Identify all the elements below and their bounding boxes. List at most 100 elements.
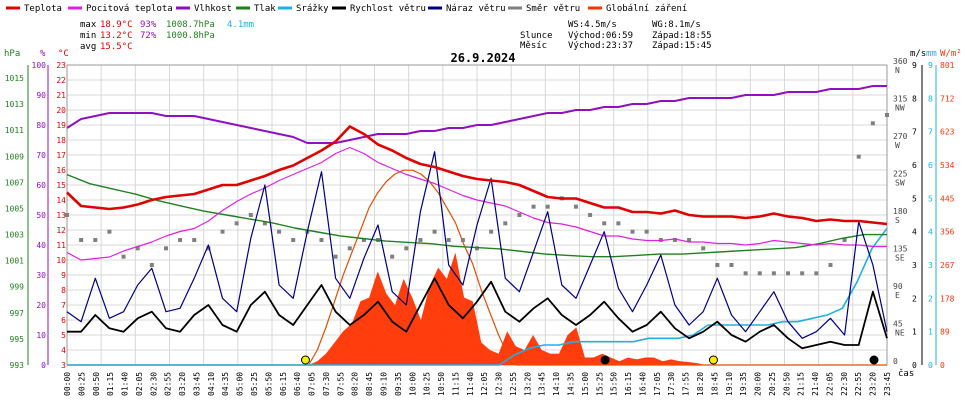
tick-c: 15	[56, 181, 66, 190]
tick-mm: 1	[928, 328, 933, 337]
series-direction-point	[277, 229, 282, 234]
tick-time: 07:30	[322, 372, 331, 396]
series-direction-point	[517, 213, 522, 217]
series-direction-point	[672, 238, 677, 242]
tick-c: 12	[56, 226, 66, 235]
stat-min-label: min	[80, 31, 96, 41]
tick-mm: 2	[928, 294, 933, 303]
axis-units: hPa % °C m/s mm W/m² čas	[4, 49, 962, 379]
tick-dir-name: NW	[895, 104, 905, 113]
series-direction-point	[573, 204, 578, 209]
info-moon-label: Měsíc	[520, 41, 547, 51]
stat-min-pres: 1000.8hPa	[166, 31, 215, 41]
tick-time: 20:25	[768, 372, 777, 396]
tick-time: 05:50	[264, 372, 273, 396]
tick-hpa: 1011	[5, 126, 24, 135]
series-direction-point	[178, 238, 183, 242]
series-direction-point	[842, 238, 847, 242]
series-temperature	[66, 125, 888, 226]
tick-time: 09:35	[394, 372, 403, 396]
series-wind	[67, 277, 888, 350]
tick-ms: 0	[912, 361, 917, 370]
unit-time: čas	[898, 368, 914, 379]
tick-c: 9	[61, 271, 66, 280]
series-direction-point	[814, 271, 819, 276]
series-direction-point	[121, 254, 126, 259]
tick-time: 04:35	[221, 372, 230, 396]
tick-ms: 6	[912, 161, 917, 170]
series-direction-point	[885, 113, 889, 117]
legend-label-direction: Směr větru	[526, 4, 580, 14]
tick-time: 12:55	[509, 372, 518, 396]
sunrise-marker	[300, 355, 310, 365]
tick-time: 00:50	[92, 372, 101, 396]
series-direction-point	[644, 229, 649, 234]
stat-min-hum: 72%	[140, 31, 157, 41]
tick-time: 16:40	[638, 372, 647, 396]
tick-time: 14:10	[552, 372, 561, 396]
tick-dir-deg: 180	[893, 207, 908, 216]
series-direction-point	[870, 121, 875, 126]
stat-avg-temp: 15.5°C	[100, 42, 133, 52]
legend-label-humidity: Vlhkost	[194, 4, 232, 14]
stat-max-rain: 4.1mm	[227, 20, 254, 30]
tick-time: 17:05	[653, 372, 662, 396]
series-direction-point	[361, 238, 366, 242]
tick-time: 17:55	[682, 372, 691, 396]
series-direction-point	[107, 229, 112, 234]
tick-dir-name: N	[895, 66, 900, 75]
tick-wm: 267	[940, 261, 955, 270]
series-direction-point	[192, 238, 197, 242]
tick-c: 3	[61, 361, 66, 370]
stat-min-temp: 13.2°C	[100, 31, 133, 41]
tick-pct: 50	[36, 211, 46, 220]
tick-c: 23	[56, 61, 66, 70]
tick-c: 17	[56, 151, 66, 160]
tick-c: 8	[61, 286, 66, 295]
tick-c: 7	[61, 301, 66, 310]
tick-time: 20:50	[782, 372, 791, 396]
tick-time: 02:05	[135, 372, 144, 396]
tick-time: 05:00	[236, 372, 245, 396]
tick-time: 01:15	[106, 372, 115, 396]
tick-c: 16	[56, 166, 66, 175]
series-direction-point	[588, 213, 593, 217]
tick-time: 12:30	[495, 372, 504, 396]
series-direction-point	[234, 221, 239, 226]
right-axes: 360N315NW270W225SW180S135SE90E45NE098765…	[893, 57, 955, 370]
tick-c: 19	[56, 121, 66, 130]
stat-max-pres: 1008.7hPa	[166, 20, 215, 30]
tick-ms: 9	[912, 61, 917, 70]
tick-pct: 90	[36, 91, 46, 100]
tick-dir-name: SW	[895, 179, 905, 188]
tick-mm: 4	[928, 228, 933, 237]
tick-c: 4	[61, 346, 66, 355]
tick-ms: 3	[912, 261, 917, 270]
tick-wm: 712	[940, 94, 955, 103]
tick-wm: 89	[940, 328, 950, 337]
series-direction-point	[786, 271, 791, 276]
x-axis: 00:00 00:25 00:50 01:15 01:40 02:05 02:30 02:55…	[63, 372, 892, 396]
series-direction-point	[418, 238, 423, 242]
series-direction-point	[743, 271, 748, 276]
tick-mm: 0	[928, 361, 933, 370]
series-direction-point	[390, 254, 395, 259]
info-wg: WG:8.1m/s	[652, 20, 701, 30]
series-direction-point	[149, 263, 154, 267]
unit-mm: mm	[926, 49, 937, 59]
tick-time: 16:15	[624, 372, 633, 396]
tick-time: 18:20	[696, 372, 705, 396]
tick-time: 19:35	[739, 372, 748, 396]
tick-hpa: 1015	[5, 74, 24, 83]
series-direction-point	[220, 229, 225, 234]
tick-c: 5	[61, 331, 66, 340]
legend-label-rain: Srážky	[296, 4, 329, 14]
series-pressure	[66, 173, 887, 258]
tick-time: 22:30	[840, 372, 849, 396]
series-feels-like	[66, 146, 887, 261]
tick-time: 11:40	[466, 372, 475, 396]
tick-wm: 623	[940, 128, 955, 137]
tick-time: 03:20	[178, 372, 187, 396]
tick-mm: 5	[928, 194, 933, 203]
series-direction-point	[602, 221, 607, 226]
